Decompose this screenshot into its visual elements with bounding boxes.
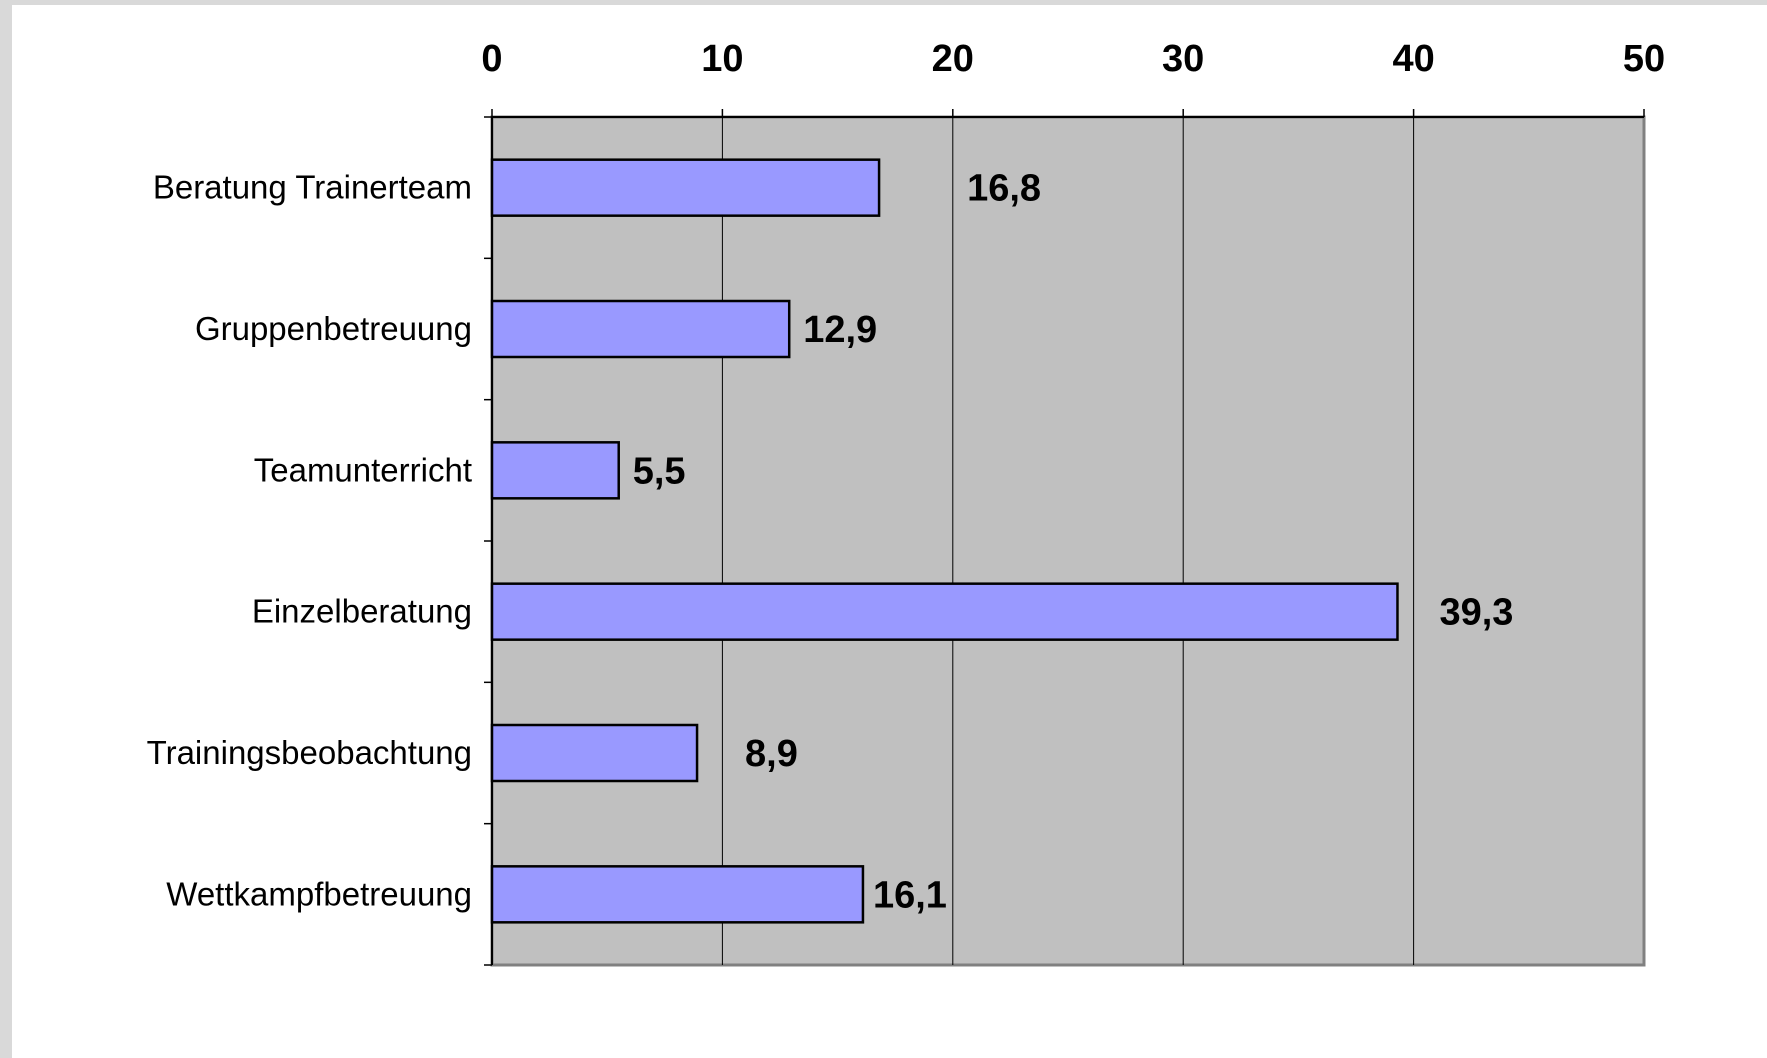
x-tick-label: 10 [701, 38, 743, 80]
x-axis: 0 10 20 30 40 50 [481, 38, 1665, 118]
plot-area [490, 115, 1646, 967]
x-tick-label: 40 [1392, 38, 1434, 80]
category-label: Beratung Trainerteam [153, 169, 472, 206]
category-label: Trainingsbeobachtung [147, 734, 472, 771]
bars [490, 158, 1399, 924]
category-label: Wettkampfbetreuung [166, 875, 472, 912]
bar [490, 158, 881, 217]
x-tick-label: 50 [1623, 38, 1665, 80]
data-label: 5,5 [633, 450, 686, 492]
bar [490, 441, 620, 500]
bar-chart: 0 10 20 30 40 50 Beratung Trainerteam Gruppenb… [147, 38, 1665, 967]
category-label: Gruppenbetreuung [195, 310, 472, 347]
x-tick-label: 0 [481, 38, 502, 80]
category-label: Teamunterricht [254, 451, 472, 488]
x-tick-label: 20 [932, 38, 974, 80]
plot-background [490, 115, 1646, 967]
bar [490, 723, 699, 783]
gridlines [721, 117, 1415, 965]
bar [490, 299, 791, 359]
page: 0 10 20 30 40 50 Beratung Trainerteam Gruppenb… [12, 5, 1767, 1058]
x-tick-label: 30 [1162, 38, 1204, 80]
data-label: 12,9 [803, 309, 877, 351]
data-label: 16,8 [967, 168, 1041, 210]
data-label: 16,1 [873, 874, 947, 916]
bar [490, 865, 865, 924]
category-label: Einzelberatung [252, 593, 472, 630]
data-label: 39,3 [1439, 592, 1513, 634]
category-labels: Beratung Trainerteam Gruppenbetreuung Team… [147, 169, 472, 913]
y-axis [484, 116, 493, 966]
bar [490, 582, 1399, 641]
data-labels: 16,8 12,9 5,5 39,3 8,9 16,1 [633, 168, 1514, 917]
data-label: 8,9 [745, 733, 798, 775]
